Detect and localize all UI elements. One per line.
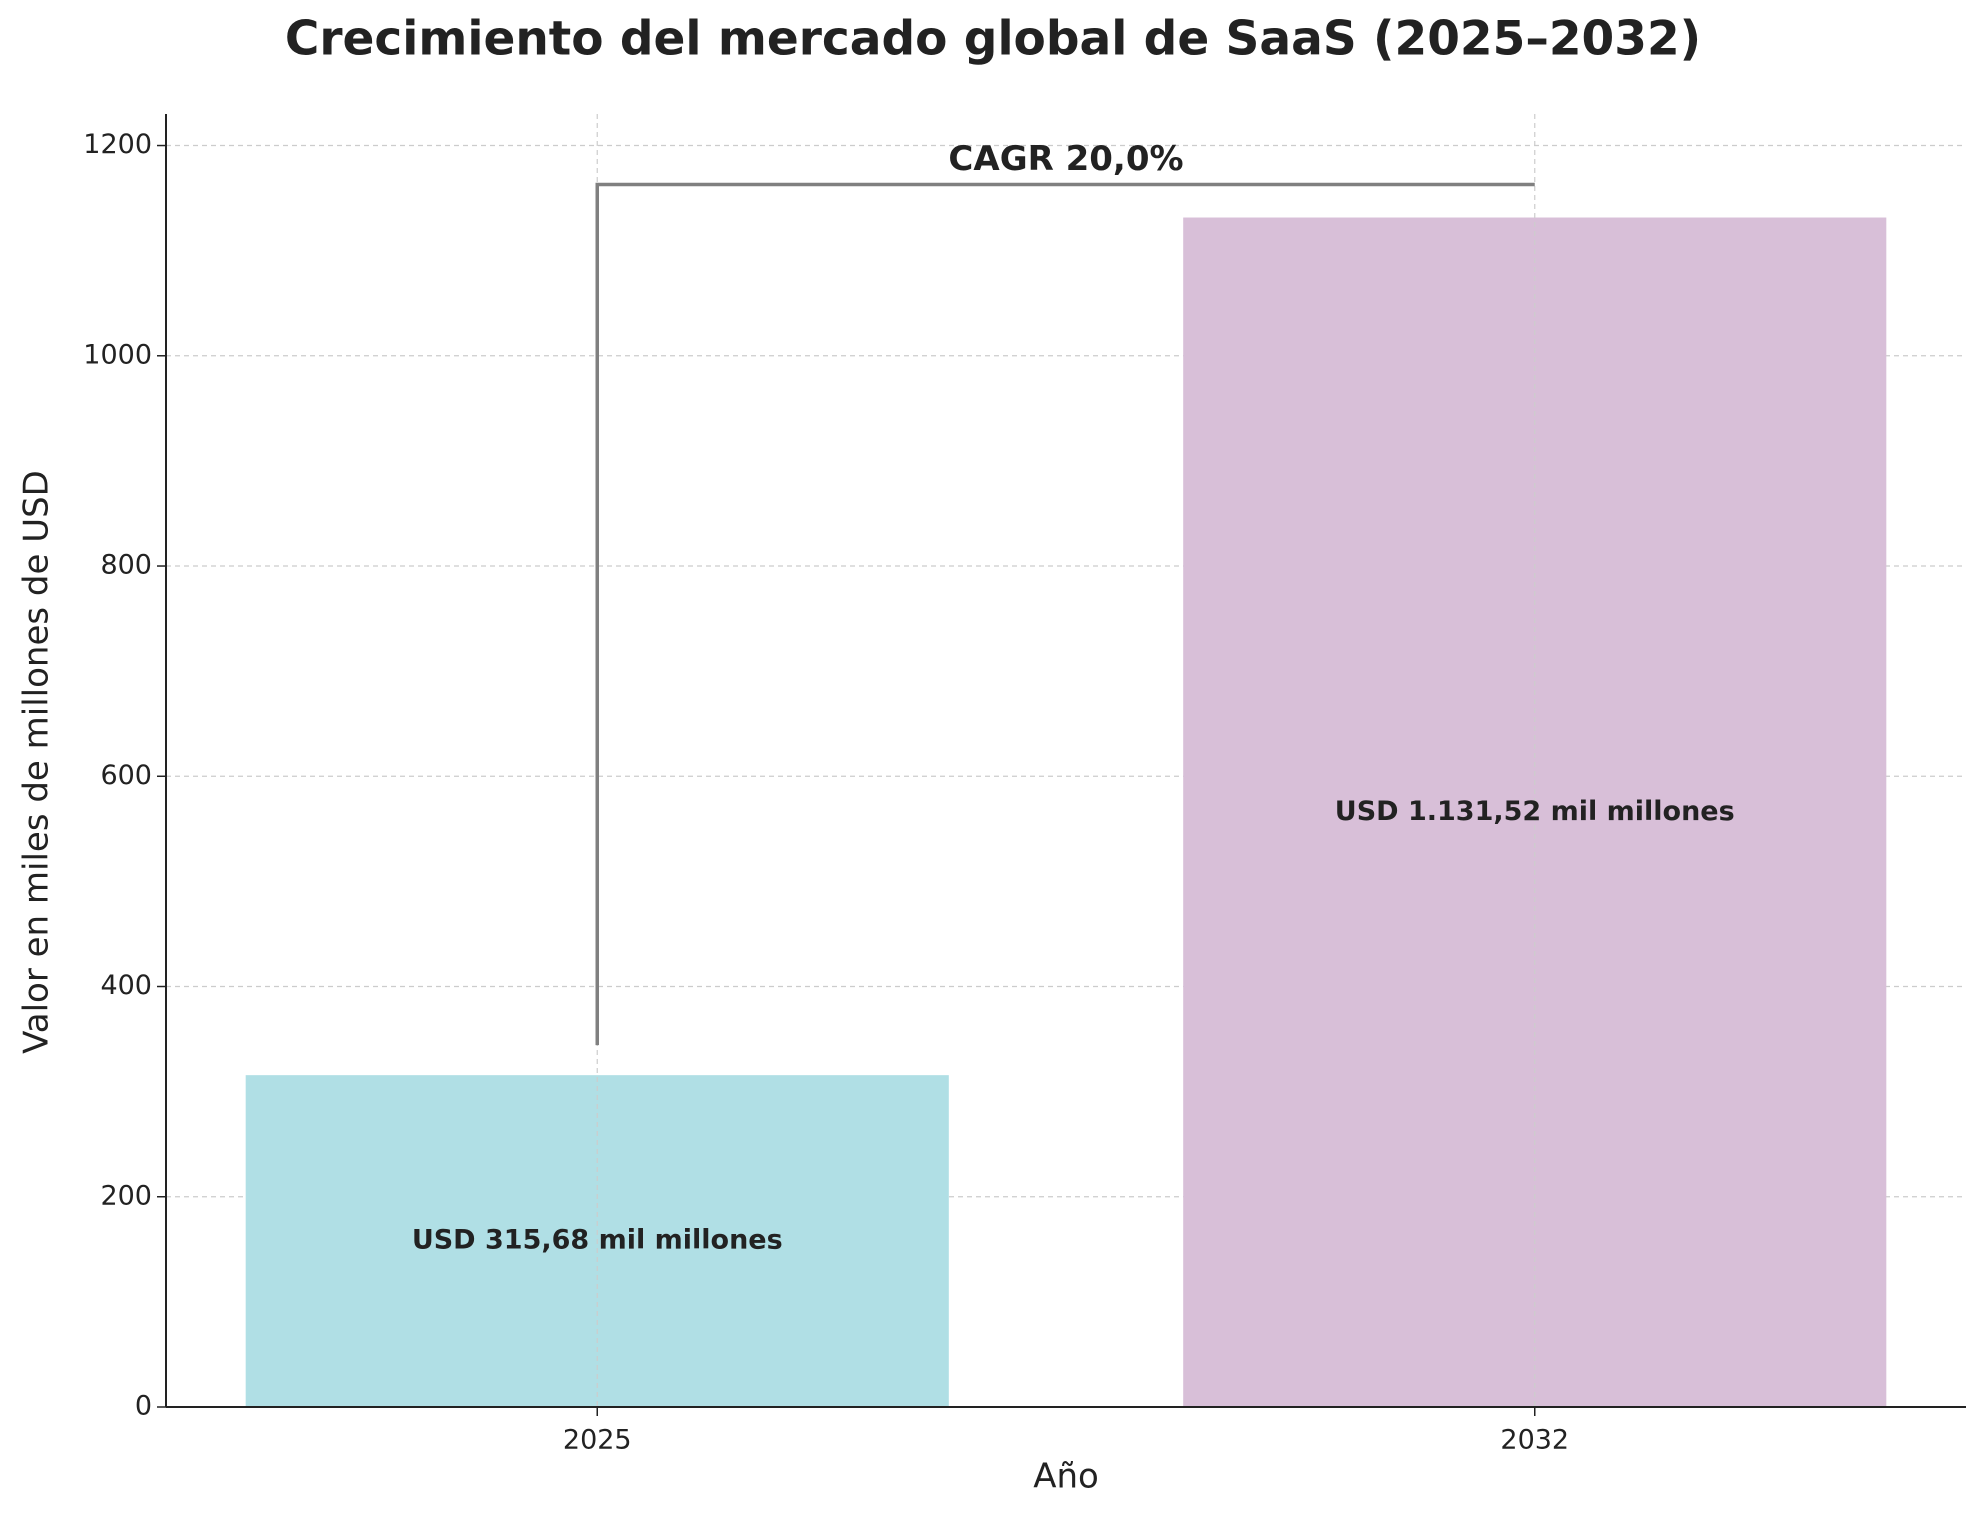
value-label: USD 315,68 mil millones [412,1225,783,1256]
cagr-bracket [595,182,1535,1046]
value-label: USD 1.131,52 mil millones [1335,796,1735,827]
y-tick-label: 800 [100,550,152,581]
y-tick-label: 600 [100,760,152,791]
y-tick-label: 0 [135,1391,152,1422]
cagr-annotation: CAGR 20,0% [948,139,1183,179]
x-axis-label: Año [1033,1457,1099,1497]
y-axis-label: Valor en miles de millones de USD [17,470,57,1054]
x-tick-label: 2032 [1500,1425,1569,1456]
x-tick-label: 2025 [563,1425,632,1456]
y-tick-label: 1200 [83,129,152,160]
chart-title: Crecimiento del mercado global de SaaS (… [285,12,1701,67]
y-tick-label: 1000 [83,339,152,370]
y-tick-label: 200 [100,1180,152,1211]
y-tick-label: 400 [100,970,152,1001]
